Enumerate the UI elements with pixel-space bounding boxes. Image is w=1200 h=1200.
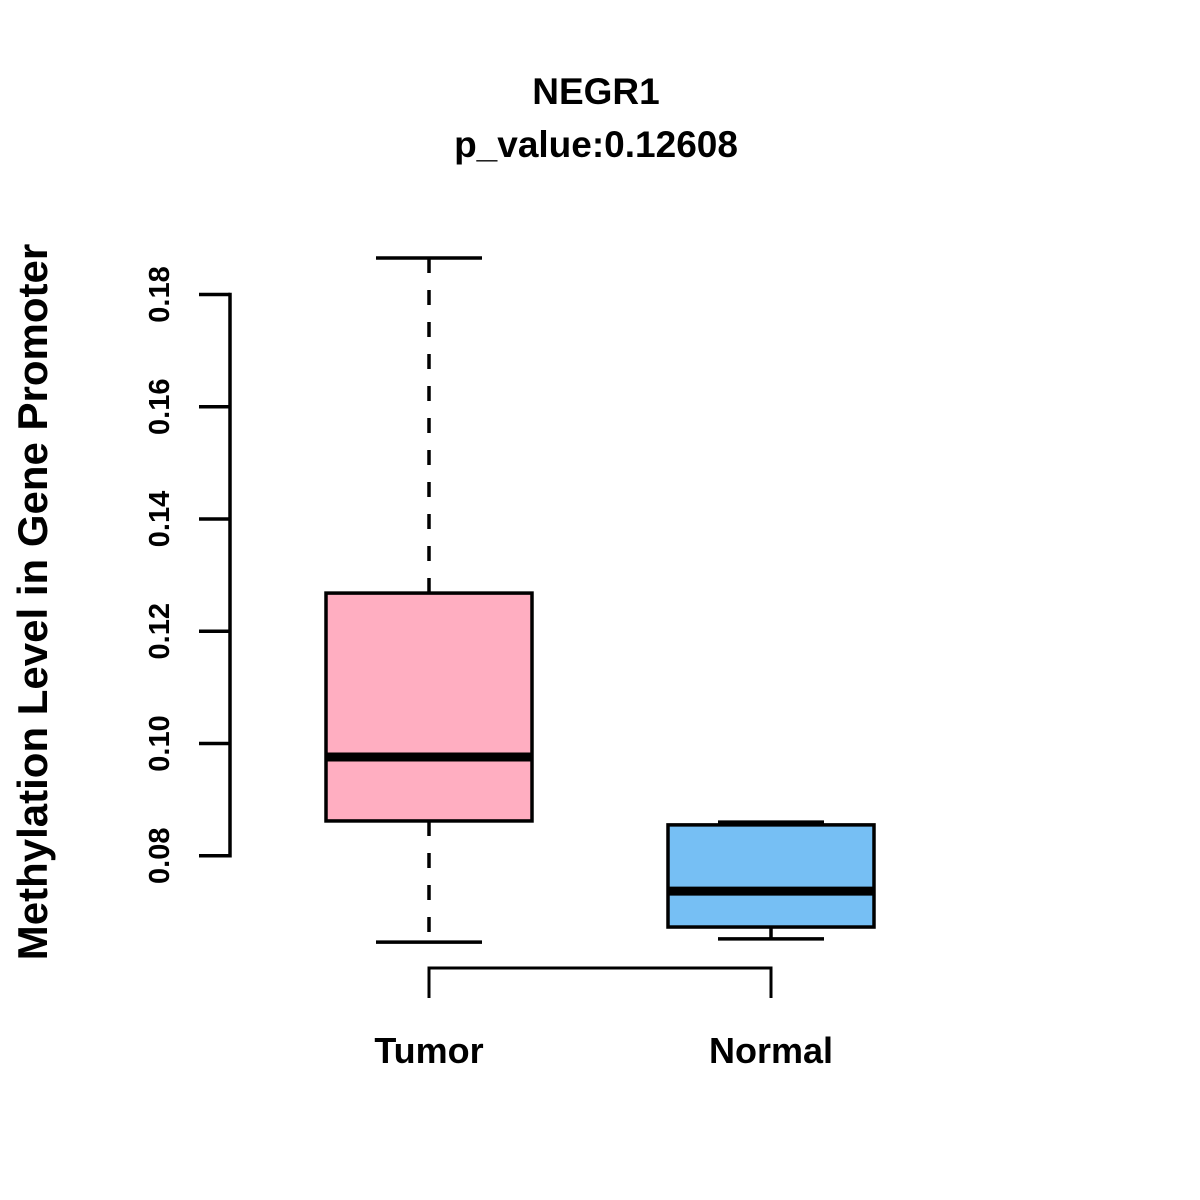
x-tick-label-tumor: Tumor (374, 1030, 483, 1071)
y-tick-label: 0.10 (144, 715, 176, 771)
chart-title-block: NEGR1 p_value:0.12608 (454, 66, 738, 172)
chart-subtitle: p_value:0.12608 (454, 123, 738, 165)
y-tick-label: 0.18 (144, 266, 176, 322)
y-tick-label: 0.14 (144, 491, 176, 547)
box-tumor (324, 591, 534, 823)
x-tick-label-normal: Normal (709, 1030, 833, 1071)
y-tick-label: 0.16 (144, 379, 176, 435)
y-tick-label: 0.08 (144, 828, 176, 884)
y-tick-label: 0.12 (144, 603, 176, 659)
chart-title: NEGR1 (532, 71, 660, 112)
comparison-bracket (427, 966, 773, 998)
box-normal (666, 823, 876, 929)
